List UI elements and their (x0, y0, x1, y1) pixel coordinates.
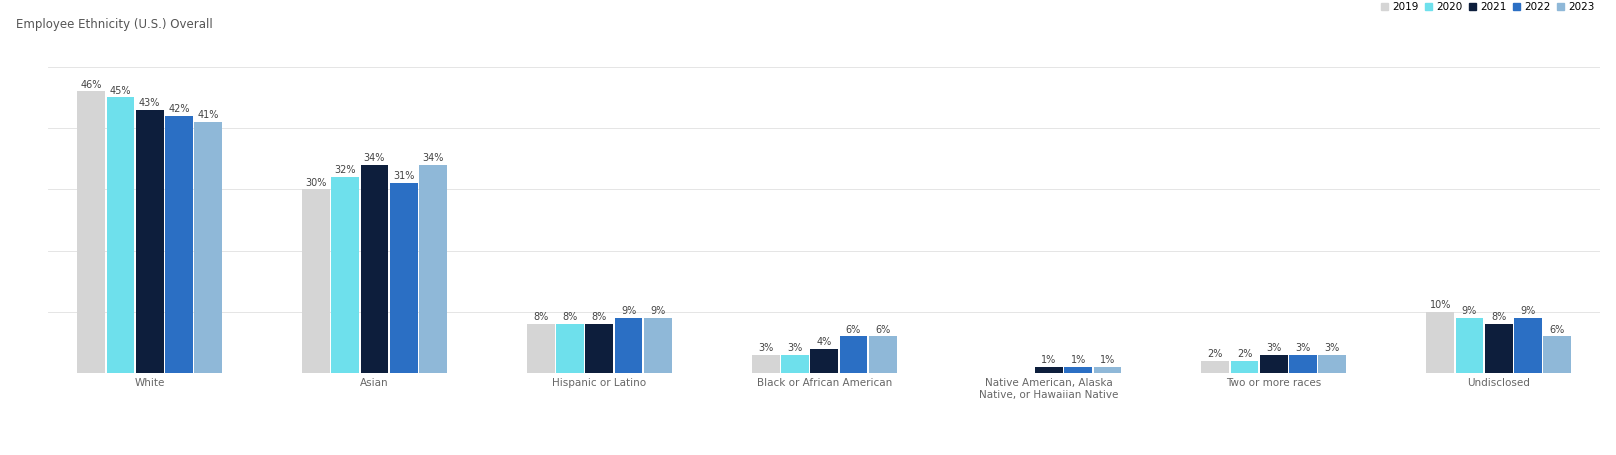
Bar (527, 324, 554, 373)
Text: 9%: 9% (621, 306, 637, 316)
Legend: 2019, 2020, 2021, 2022, 2023: 2019, 2020, 2021, 2022, 2023 (1380, 2, 1595, 12)
Bar (751, 355, 779, 373)
Text: 43%: 43% (139, 98, 160, 108)
Bar (585, 324, 612, 373)
Text: 41%: 41% (197, 110, 218, 120)
Text: 30%: 30% (305, 177, 326, 187)
Text: 2%: 2% (1236, 349, 1252, 359)
Bar (419, 165, 448, 373)
Text: 8%: 8% (562, 312, 579, 322)
Text: 3%: 3% (787, 343, 803, 353)
Text: 42%: 42% (168, 104, 189, 114)
Text: 8%: 8% (533, 312, 548, 322)
Text: Employee Ethnicity (U.S.) Overall: Employee Ethnicity (U.S.) Overall (16, 18, 213, 31)
Bar (1427, 312, 1454, 373)
Text: 34%: 34% (364, 153, 385, 163)
Bar (136, 110, 163, 373)
Text: 9%: 9% (1462, 306, 1477, 316)
Text: 46%: 46% (81, 80, 102, 90)
Text: 32%: 32% (335, 165, 356, 175)
Bar (869, 336, 897, 373)
Bar (165, 116, 192, 373)
Text: 9%: 9% (1521, 306, 1535, 316)
Bar (1260, 355, 1288, 373)
Bar (1201, 361, 1230, 373)
Bar (107, 97, 134, 373)
Bar (389, 183, 417, 373)
Bar (1290, 355, 1317, 373)
Text: 10%: 10% (1430, 300, 1451, 310)
Bar (781, 355, 810, 373)
Text: 34%: 34% (422, 153, 444, 163)
Bar (302, 189, 330, 373)
Text: 8%: 8% (591, 312, 608, 322)
Bar (810, 349, 839, 373)
Bar (1036, 367, 1063, 373)
Text: 3%: 3% (758, 343, 774, 353)
Text: 4%: 4% (816, 337, 832, 347)
Text: 3%: 3% (1296, 343, 1311, 353)
Text: 6%: 6% (845, 324, 861, 334)
Bar (1543, 336, 1571, 373)
Bar (331, 177, 359, 373)
Text: 9%: 9% (650, 306, 666, 316)
Text: 6%: 6% (874, 324, 890, 334)
Bar (839, 336, 868, 373)
Bar (1514, 318, 1542, 373)
Text: 1%: 1% (1070, 355, 1086, 365)
Bar (1319, 355, 1346, 373)
Bar (360, 165, 388, 373)
Text: 3%: 3% (1267, 343, 1281, 353)
Text: 2%: 2% (1207, 349, 1223, 359)
Bar (1094, 367, 1122, 373)
Text: 1%: 1% (1041, 355, 1057, 365)
Text: 1%: 1% (1100, 355, 1115, 365)
Bar (1231, 361, 1259, 373)
Bar (556, 324, 583, 373)
Text: 6%: 6% (1550, 324, 1564, 334)
Bar (1485, 324, 1513, 373)
Bar (1065, 367, 1092, 373)
Bar (643, 318, 672, 373)
Text: 45%: 45% (110, 86, 131, 96)
Bar (78, 91, 105, 373)
Text: 8%: 8% (1492, 312, 1506, 322)
Bar (194, 122, 221, 373)
Text: 3%: 3% (1325, 343, 1340, 353)
Bar (614, 318, 643, 373)
Bar (1456, 318, 1483, 373)
Text: 31%: 31% (393, 172, 414, 182)
